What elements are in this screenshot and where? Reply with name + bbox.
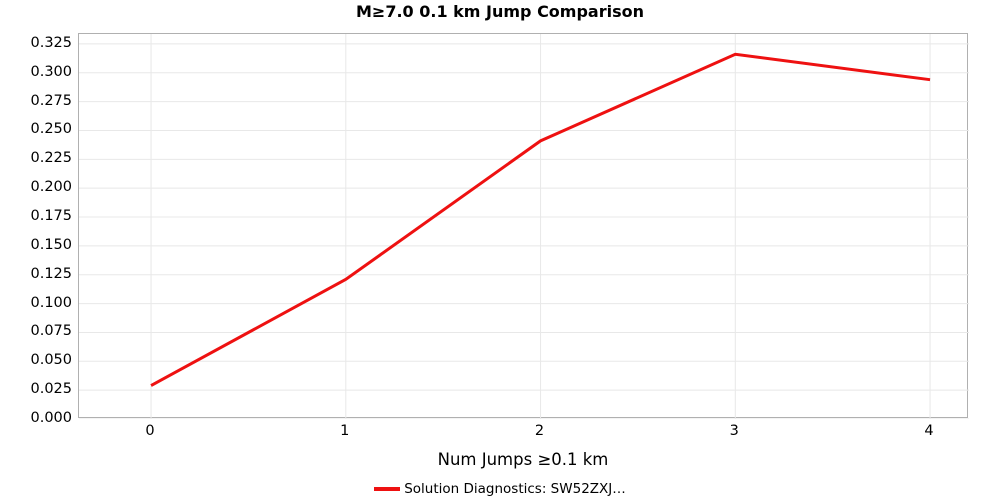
y-tick-label: 0.050	[30, 352, 72, 369]
y-tick-label: 0.225	[30, 150, 72, 167]
x-tick-label: 3	[729, 423, 739, 439]
y-tick-label: 0.275	[30, 92, 72, 109]
y-tick-label: 0.075	[30, 323, 72, 340]
legend-entry-label: Solution Diagnostics: SW52ZXJ…	[404, 481, 626, 497]
y-tick-label: 0.100	[30, 294, 72, 311]
y-tick-label: 0.125	[30, 265, 72, 282]
y-tick-label: 0.025	[30, 380, 72, 397]
data-series-lines	[150, 52, 931, 387]
x-tick-label: 0	[145, 423, 155, 439]
plot-svg	[79, 34, 969, 419]
y-tick-label: 0.175	[30, 207, 72, 224]
chart-legend: Solution Diagnostics: SW52ZXJ…	[0, 478, 1000, 500]
legend-line-swatch-icon	[374, 487, 401, 491]
legend-entry[interactable]: Solution Diagnostics: SW52ZXJ…	[374, 481, 626, 497]
x-tick-label: 2	[534, 423, 545, 439]
x-axis-label: Num Jumps ≥0.1 km	[437, 450, 609, 469]
chart-title: M≥7.0 0.1 km Jump Comparison	[355, 2, 644, 21]
y-tick-label: 0.300	[30, 63, 72, 80]
y-tick-label: 0.150	[30, 236, 72, 253]
y-tick-label: 0.200	[30, 178, 72, 195]
x-tick-label: 1	[340, 423, 350, 439]
series-line-0	[150, 52, 931, 387]
y-axis-tick-labels: 0.000 0.025 0.050 0.075 0.100 0.125 0.150 0.175…	[0, 0, 72, 500]
plot-area	[78, 33, 969, 419]
y-tick-label: 0.000	[30, 409, 72, 426]
x-tick-label: 4	[924, 423, 934, 439]
y-tick-label: 0.325	[30, 34, 72, 51]
gridlines	[79, 34, 969, 419]
y-tick-label: 0.250	[30, 121, 72, 138]
